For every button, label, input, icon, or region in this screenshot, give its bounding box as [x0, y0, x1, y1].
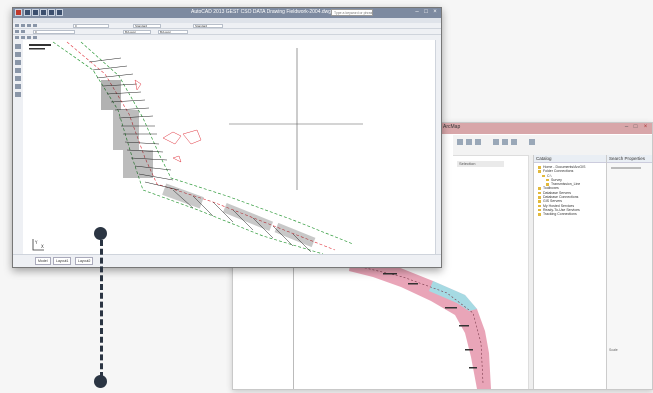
app-menu-icon[interactable]: [15, 9, 22, 16]
undo-icon[interactable]: [48, 9, 55, 16]
gis-app-window: ArcMap – □ × Selection Catalog: [232, 122, 653, 390]
tree-item[interactable]: Home - Documents\ArcGIS: [538, 165, 585, 169]
cad-window-title: AutoCAD 2013 GEST CSO DATA Drawing Field…: [191, 9, 332, 15]
catalog-pane: Catalog Home - Documents\ArcGIS Folder C…: [533, 155, 606, 389]
svg-text:X: X: [41, 244, 44, 249]
selection-dropdown[interactable]: Selection: [457, 161, 504, 167]
autocad-window: AutoCAD 2013 GEST CSO DATA Drawing Field…: [12, 7, 442, 268]
tree-item[interactable]: Transmission_Line: [546, 182, 585, 186]
save-file-icon[interactable]: [40, 9, 47, 16]
status-bar: Model Layout1 Layout2: [13, 254, 441, 267]
layer-dropdown[interactable]: 0: [73, 23, 109, 28]
minimize-icon[interactable]: –: [415, 9, 419, 15]
tree-item[interactable]: My Hosted Services: [538, 204, 585, 208]
connector-dot-icon: [94, 375, 107, 388]
line-icon[interactable]: [15, 44, 21, 49]
tree-item[interactable]: Survey: [546, 178, 585, 182]
catalog-tree: Home - Documents\ArcGIS Folder Connectio…: [538, 165, 585, 217]
tree-item[interactable]: C:\: [542, 174, 585, 178]
tool-icon[interactable]: [33, 36, 37, 39]
pan-icon[interactable]: [511, 139, 517, 145]
tree-item[interactable]: Toolboxes: [538, 186, 585, 190]
tool-icon[interactable]: [15, 30, 19, 33]
properties-note: Scale: [609, 348, 618, 352]
svg-text:Y: Y: [34, 240, 38, 245]
new-file-icon[interactable]: [24, 9, 31, 16]
buffer-polygon-map: [349, 259, 491, 389]
gis-title-bar[interactable]: [233, 123, 652, 134]
map-scrollbar[interactable]: [528, 155, 534, 389]
open-file-icon[interactable]: [32, 9, 39, 16]
tab-layout1[interactable]: Layout1: [53, 257, 72, 265]
dim-style-dropdown[interactable]: Standard: [193, 23, 223, 28]
tool-icon[interactable]: [21, 24, 25, 27]
ucs-axis-icon: Y X: [32, 239, 44, 251]
open-icon[interactable]: [457, 139, 463, 145]
text-style-dropdown[interactable]: Standard: [133, 23, 161, 28]
tool-icon[interactable]: [15, 24, 19, 27]
arc-icon[interactable]: [15, 68, 21, 73]
print-icon[interactable]: [475, 139, 481, 145]
layer-name-dropdown[interactable]: 0: [33, 29, 75, 34]
toolbar-row-1: 0 Standard Standard: [13, 23, 441, 29]
properties-field[interactable]: [611, 167, 641, 169]
linetype-dropdown[interactable]: ByLayer: [158, 29, 188, 34]
polyline-icon[interactable]: [15, 52, 21, 57]
tool-icon[interactable]: [27, 36, 31, 39]
menu-bar[interactable]: [13, 18, 441, 23]
cad-title-bar[interactable]: [13, 8, 441, 18]
redo-icon[interactable]: [56, 9, 63, 16]
properties-pane: Search Properties: [606, 155, 652, 389]
connector-dashed-line: [100, 240, 103, 378]
tree-item[interactable]: GIS Servers: [538, 199, 585, 203]
connector-dot-icon: [94, 227, 107, 240]
color-dropdown[interactable]: ByLayer: [123, 29, 151, 34]
rectangle-icon[interactable]: [15, 76, 21, 81]
tree-item[interactable]: Database Servers: [538, 191, 585, 195]
tree-item[interactable]: Database Connections: [538, 195, 585, 199]
zoom-in-icon[interactable]: [493, 139, 499, 145]
catalog-header: Catalog: [534, 155, 606, 163]
tool-icon[interactable]: [15, 36, 19, 39]
tool-icon[interactable]: [33, 24, 37, 27]
tree-item[interactable]: Ready-To-Use Services: [538, 208, 585, 212]
toolbar-row-2: 0 ByLayer ByLayer: [13, 29, 441, 35]
tree-item[interactable]: Folder Connections: [538, 169, 585, 173]
drawing-canvas[interactable]: [23, 40, 435, 255]
tree-item[interactable]: Tracking Connections: [538, 212, 585, 216]
tool-icon[interactable]: [21, 30, 25, 33]
circle-icon[interactable]: [15, 60, 21, 65]
close-icon[interactable]: ×: [643, 124, 648, 130]
gis-toolbar: [453, 135, 652, 156]
survey-drawing: [29, 41, 363, 255]
maximize-icon[interactable]: □: [633, 124, 638, 130]
tool-icon[interactable]: [27, 24, 31, 27]
maximize-icon[interactable]: □: [424, 9, 428, 15]
zoom-out-icon[interactable]: [502, 139, 508, 145]
gis-window-title: ArcMap: [443, 124, 461, 130]
properties-header: Search Properties: [607, 155, 652, 163]
map-divider: [293, 253, 294, 389]
tool-icon[interactable]: [21, 36, 25, 39]
hatch-icon[interactable]: [15, 84, 21, 89]
save-icon[interactable]: [466, 139, 472, 145]
canvas-scrollbar[interactable]: [435, 40, 441, 254]
keyword-search-input[interactable]: Type a keyword or phrase: [331, 9, 373, 16]
close-icon[interactable]: ×: [433, 9, 437, 15]
tab-model[interactable]: Model: [35, 257, 51, 265]
tab-layout2[interactable]: Layout2: [75, 257, 94, 265]
gis-map-view[interactable]: [233, 253, 533, 389]
identify-icon[interactable]: [529, 139, 535, 145]
text-icon[interactable]: [15, 92, 21, 97]
minimize-icon[interactable]: –: [624, 124, 629, 130]
